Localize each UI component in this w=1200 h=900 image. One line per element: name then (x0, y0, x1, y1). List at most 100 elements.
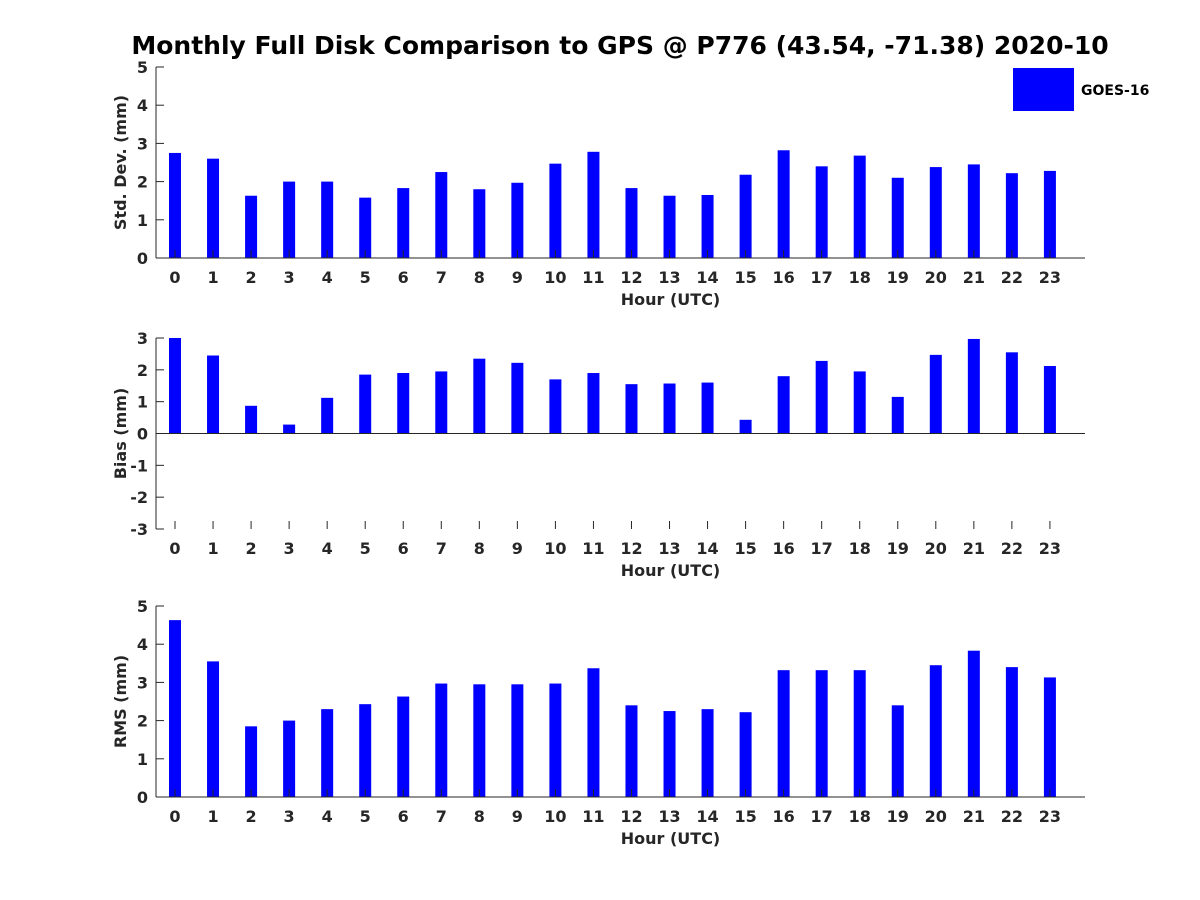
y-tick-label: 2 (137, 712, 148, 731)
bar-bias-hour-16 (777, 376, 790, 434)
x-tick-label: 5 (360, 539, 371, 558)
bar-std-dev-hour-8 (473, 189, 486, 258)
bar-std-dev-hour-19 (891, 177, 904, 258)
x-tick-label: 16 (773, 268, 795, 287)
bar-rms-hour-17 (815, 670, 828, 797)
x-tick-label: 8 (474, 807, 485, 826)
x-tick-label: 19 (887, 268, 909, 287)
bar-bias-hour-13 (663, 383, 676, 434)
bar-bias-hour-20 (929, 354, 942, 434)
bar-bias-hour-3 (283, 424, 296, 434)
x-tick-label: 14 (696, 268, 718, 287)
x-tick-label: 21 (963, 807, 985, 826)
y-tick-label: 0 (137, 249, 148, 268)
legend-label: GOES-16 (1081, 83, 1149, 99)
x-tick-label: 2 (246, 268, 257, 287)
bar-bias-hour-22 (1005, 352, 1018, 434)
bar-rms-hour-8 (473, 684, 486, 797)
x-axis-label-rms: Hour (UTC) (621, 829, 721, 848)
x-axis-label-std-dev: Hour (UTC) (621, 290, 721, 309)
bar-std-dev-hour-12 (625, 188, 638, 258)
bar-bias-hour-11 (587, 373, 600, 434)
bar-rms-hour-14 (701, 709, 714, 797)
x-tick-label: 2 (246, 807, 257, 826)
bar-std-dev-hour-10 (549, 163, 562, 258)
bar-std-dev-hour-13 (663, 195, 676, 258)
bar-rms-hour-12 (625, 705, 638, 797)
bar-bias-hour-2 (245, 405, 258, 434)
bar-std-dev-hour-0 (169, 152, 181, 258)
x-tick-label: 17 (811, 268, 833, 287)
x-tick-label: 14 (696, 539, 718, 558)
x-tick-label: 10 (544, 539, 566, 558)
y-tick-label: -3 (130, 520, 148, 539)
x-tick-label: 15 (734, 539, 756, 558)
x-tick-label: 17 (811, 539, 833, 558)
x-tick-label: 6 (398, 539, 409, 558)
x-tick-label: 22 (1001, 807, 1023, 826)
x-tick-label: 21 (963, 539, 985, 558)
x-tick-label: 23 (1039, 268, 1061, 287)
y-tick-label: 4 (137, 96, 148, 115)
y-tick-label: -1 (130, 456, 148, 475)
bar-std-dev-hour-5 (359, 197, 372, 258)
bar-rms-hour-5 (359, 704, 372, 797)
x-tick-label: 15 (734, 807, 756, 826)
bar-std-dev-hour-11 (587, 151, 600, 258)
bar-rms-hour-15 (739, 712, 752, 797)
x-tick-label: 18 (849, 268, 871, 287)
bar-rms-hour-21 (967, 650, 980, 797)
bar-std-dev-hour-17 (815, 166, 828, 258)
x-tick-label: 16 (773, 807, 795, 826)
x-tick-label: 0 (169, 539, 180, 558)
x-tick-label: 10 (544, 268, 566, 287)
bar-std-dev-hour-7 (435, 172, 448, 258)
x-tick-label: 11 (582, 807, 604, 826)
bar-bias-hour-14 (701, 382, 714, 434)
bar-bias-hour-6 (397, 373, 410, 434)
y-axis-label-std-dev: Std. Dev. (mm) (111, 95, 130, 230)
x-tick-label: 22 (1001, 539, 1023, 558)
x-tick-label: 0 (169, 807, 180, 826)
x-tick-label: 1 (207, 539, 218, 558)
bar-std-dev-hour-3 (283, 181, 296, 258)
x-tick-label: 18 (849, 807, 871, 826)
bar-bias-hour-18 (853, 371, 866, 434)
bar-rms-hour-3 (283, 720, 296, 797)
bar-bias-hour-9 (511, 362, 524, 434)
bar-std-dev-hour-15 (739, 174, 752, 258)
x-tick-label: 12 (620, 539, 642, 558)
bar-rms-hour-7 (435, 683, 448, 797)
x-tick-label: 13 (658, 807, 680, 826)
x-tick-label: 1 (207, 807, 218, 826)
y-tick-label: 2 (137, 173, 148, 192)
bar-std-dev-hour-21 (967, 164, 980, 258)
x-tick-label: 10 (544, 807, 566, 826)
y-tick-label: 1 (137, 211, 148, 230)
bar-rms-hour-23 (1043, 677, 1056, 797)
x-tick-label: 14 (696, 807, 718, 826)
x-tick-label: 16 (773, 539, 795, 558)
bar-bias-hour-5 (359, 374, 372, 434)
y-tick-label: 4 (137, 635, 148, 654)
bar-std-dev-hour-9 (511, 182, 524, 258)
bar-std-dev-hour-14 (701, 194, 714, 258)
x-tick-label: 19 (887, 807, 909, 826)
x-tick-label: 20 (925, 268, 947, 287)
y-axis-label-rms: RMS (mm) (111, 655, 130, 748)
bar-std-dev-hour-22 (1005, 173, 1018, 258)
bar-bias-hour-10 (549, 379, 562, 434)
legend: GOES-16 (1013, 68, 1149, 111)
bar-std-dev-hour-18 (853, 155, 866, 258)
bar-std-dev-hour-16 (777, 150, 790, 258)
bar-std-dev-hour-6 (397, 188, 410, 258)
x-tick-label: 5 (360, 268, 371, 287)
bar-rms-hour-0 (169, 620, 181, 797)
legend-swatch (1013, 68, 1074, 111)
x-tick-label: 11 (582, 268, 604, 287)
bar-rms-hour-4 (321, 709, 334, 797)
x-tick-label: 8 (474, 268, 485, 287)
y-tick-label: 0 (137, 425, 148, 444)
